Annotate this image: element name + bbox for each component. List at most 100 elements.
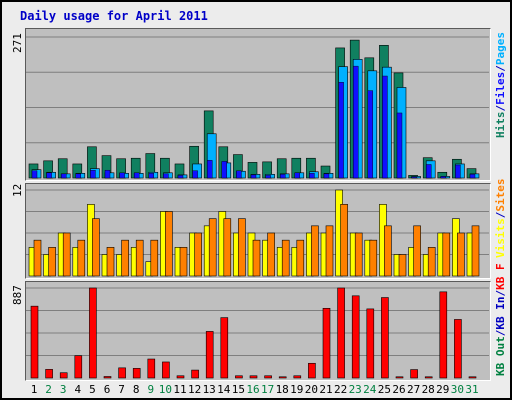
bar-files [90,169,96,179]
bar-sites [252,239,261,277]
bar-sites [413,225,421,277]
day-label: 8 [133,383,140,396]
bar-files [396,112,403,179]
bar-files [31,170,38,179]
day-label: 5 [89,383,96,396]
bar-kb-f [132,368,141,379]
day-label: 16 [246,383,259,396]
bar-kb-f [337,287,345,379]
bar-files [323,173,330,179]
bar-sites [208,218,217,277]
day-label: 18 [276,383,289,396]
bar-sites [442,232,451,277]
bar-kb-f [322,307,331,379]
bar-kb-f [366,308,375,379]
chart-title: Daily usage for April 2011 [20,9,208,23]
bar-sites [398,254,407,277]
bar-kb-f [220,317,229,379]
bar-files [294,172,300,179]
day-label: 20 [305,383,318,396]
bar-sites [150,239,159,277]
bar-kb-f [468,376,477,379]
bar-files [440,176,446,179]
bar-files [411,176,417,179]
bar-kb-f [293,375,302,379]
day-label: 28 [422,383,435,396]
bar-sites [354,232,363,277]
bar-files [163,173,169,179]
bar-sites [106,247,115,277]
bar-files [455,164,461,179]
bar-files [221,161,228,179]
day-label: 24 [363,383,377,396]
bar-sites [135,239,144,277]
day-label: 29 [436,383,449,396]
day-label: 21 [319,383,332,396]
bar-files [367,90,373,179]
day-label: 15 [232,383,245,396]
bar-sites [369,239,378,277]
bar-sites [33,239,42,277]
bar-kb-f [89,287,97,379]
bar-kb-f [59,372,68,379]
bar-sites [296,239,305,277]
bar-files [104,169,111,179]
bar-files [61,173,67,179]
bar-files [353,65,359,179]
bar-files [280,174,286,179]
bar-files [75,173,82,179]
day-label: 12 [188,383,201,396]
bar-files [206,160,213,179]
day-label: 31 [465,383,478,396]
bar-kb-f [278,376,287,379]
bar-sites [165,211,173,277]
bar-sites [48,247,56,277]
bar-kb-f [74,355,83,379]
day-label: 23 [349,383,362,396]
bar-kb-f [381,297,389,379]
bar-files [236,170,242,179]
bar-kb-f [147,358,156,379]
bar-sites [281,239,290,277]
bar-kb-f [410,369,418,379]
day-label: 3 [60,383,67,396]
bar-files [133,172,140,179]
bar-kb-f [308,362,316,379]
bar-sites [340,204,348,277]
bar-sites [179,247,188,277]
day-label: 30 [451,383,464,396]
bar-files [382,75,388,179]
day-label: 13 [203,383,216,396]
bar-files [148,173,155,179]
bar-files [119,172,125,179]
bar-files [338,82,344,179]
day-label: 10 [159,383,172,396]
bar-sites [62,232,71,277]
bar-files [46,172,52,179]
bar-kb-f [235,375,243,379]
bar-kb-f [439,291,448,379]
bar-sites [92,218,100,277]
bar-files [469,174,476,179]
kbytes-panel [25,281,491,381]
bar-sites [194,232,202,277]
day-label: 11 [173,383,186,396]
bar-kb-f [45,369,53,379]
day-label: 26 [392,383,405,396]
bar-kb-f [103,376,112,379]
day-label: 1 [31,383,38,396]
bar-sites [427,247,436,277]
bar-sites [238,218,246,277]
bar-kb-f [205,331,214,379]
day-label: 2 [45,383,52,396]
day-label: 4 [74,383,81,396]
day-label: 9 [147,383,154,396]
bar-sites [457,232,465,277]
bar-kb-f [454,319,462,379]
day-label: 14 [217,383,231,396]
bar-files [265,175,271,179]
bar-files [250,174,257,179]
bar-sites [267,232,275,277]
